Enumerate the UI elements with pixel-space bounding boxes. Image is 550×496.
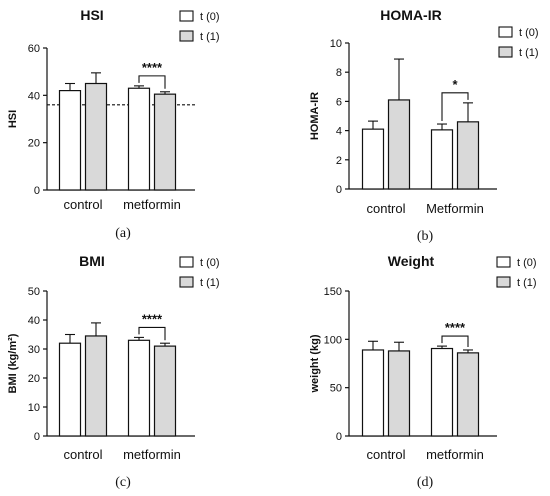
legend-label: t (0) xyxy=(200,257,220,269)
x-tick-label: control xyxy=(366,201,405,216)
y-tick-label: 40 xyxy=(28,90,40,102)
legend-swatch xyxy=(179,10,194,22)
panel-label: (a) xyxy=(115,226,131,241)
significance-bracket xyxy=(138,326,166,341)
x-tick-label: Metformin xyxy=(426,201,484,216)
significance-bracket xyxy=(138,75,166,89)
legend-swatch xyxy=(496,276,511,288)
y-tick-label: 0 xyxy=(336,184,342,196)
significance-label: * xyxy=(452,77,458,92)
bar xyxy=(153,93,177,191)
chart-panel-4: Weight 0 50 100 150 weight (kg) control metform… xyxy=(309,253,537,490)
legend-swatch xyxy=(179,276,194,288)
y-tick-label: 0 xyxy=(34,431,40,443)
x-tick-label: control xyxy=(63,197,102,212)
significance-label: **** xyxy=(445,320,466,335)
bar xyxy=(84,335,108,437)
y-axis-title: weight (kg) xyxy=(309,334,321,393)
bar xyxy=(430,129,454,190)
bar xyxy=(361,349,385,437)
y-tick-label: 30 xyxy=(28,344,40,356)
bar xyxy=(456,121,480,190)
bar xyxy=(430,347,454,437)
y-tick-label: 50 xyxy=(330,383,342,395)
bar xyxy=(387,350,411,437)
y-tick-label: 100 xyxy=(324,334,342,346)
y-tick-label: 6 xyxy=(336,96,342,108)
bar xyxy=(456,352,480,437)
y-axis-title: HSI xyxy=(7,110,19,128)
legend-label: t (1) xyxy=(200,31,220,43)
y-tick-label: 10 xyxy=(28,402,40,414)
chart-panel-2: HOMA-IR 0 2 4 6 8 10 HOMA-IR control Metformin * t … xyxy=(309,7,539,244)
bar xyxy=(361,128,385,190)
bar xyxy=(58,89,82,191)
bar xyxy=(84,82,108,191)
y-axis-title: HOMA-IR xyxy=(309,92,321,140)
legend-swatch xyxy=(179,256,194,268)
bar xyxy=(127,339,151,437)
bar xyxy=(153,345,177,437)
significance-bracket xyxy=(441,92,469,122)
legend-label: t (0) xyxy=(200,11,220,23)
chart-title: HSI xyxy=(80,7,103,23)
bar xyxy=(387,99,411,190)
bar xyxy=(127,87,151,191)
y-tick-label: 10 xyxy=(330,38,342,50)
legend-label: t (1) xyxy=(519,47,539,59)
chart-title: Weight xyxy=(388,253,435,269)
legend-swatch xyxy=(179,30,194,42)
chart-panel-1: HSI 0 20 40 60 HSI control metformin **** t (0) t … xyxy=(7,7,220,241)
panel-label: (b) xyxy=(417,229,434,244)
legend-swatch xyxy=(498,46,513,58)
y-tick-label: 2 xyxy=(336,155,342,167)
legend-label: t (1) xyxy=(200,277,220,289)
y-tick-label: 150 xyxy=(324,286,342,298)
panel-label: (c) xyxy=(115,475,131,490)
legend-label: t (0) xyxy=(519,27,539,39)
y-tick-label: 4 xyxy=(336,126,342,138)
y-tick-label: 0 xyxy=(34,185,40,197)
bar xyxy=(58,342,82,437)
significance-label: **** xyxy=(142,311,163,326)
chart-title: BMI xyxy=(79,253,105,269)
y-tick-label: 50 xyxy=(28,286,40,298)
legend-label: t (0) xyxy=(517,257,537,269)
significance-label: **** xyxy=(142,60,163,75)
y-tick-label: 20 xyxy=(28,373,40,385)
x-tick-label: metformin xyxy=(123,447,181,462)
y-tick-label: 60 xyxy=(28,43,40,55)
x-tick-label: metformin xyxy=(123,197,181,212)
y-tick-label: 20 xyxy=(28,138,40,150)
x-tick-label: control xyxy=(366,447,405,462)
y-axis-title: BMI (kg/m²) xyxy=(7,333,19,393)
y-tick-label: 8 xyxy=(336,67,342,79)
significance-bracket xyxy=(441,335,469,347)
y-tick-label: 40 xyxy=(28,315,40,327)
chart-panel-3: BMI 0 10 20 30 40 50 BMI (kg/m²) control metformi… xyxy=(7,253,220,490)
x-tick-label: metformin xyxy=(426,447,484,462)
y-tick-label: 0 xyxy=(336,431,342,443)
legend-swatch xyxy=(498,26,513,38)
x-tick-label: control xyxy=(63,447,102,462)
legend-label: t (1) xyxy=(517,277,537,289)
chart-title: HOMA-IR xyxy=(380,7,441,23)
panel-label: (d) xyxy=(417,475,434,490)
legend-swatch xyxy=(496,256,511,268)
